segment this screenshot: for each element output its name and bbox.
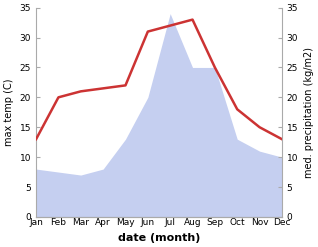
Y-axis label: max temp (C): max temp (C) xyxy=(4,79,14,146)
X-axis label: date (month): date (month) xyxy=(118,233,200,243)
Y-axis label: med. precipitation (kg/m2): med. precipitation (kg/m2) xyxy=(304,47,314,178)
